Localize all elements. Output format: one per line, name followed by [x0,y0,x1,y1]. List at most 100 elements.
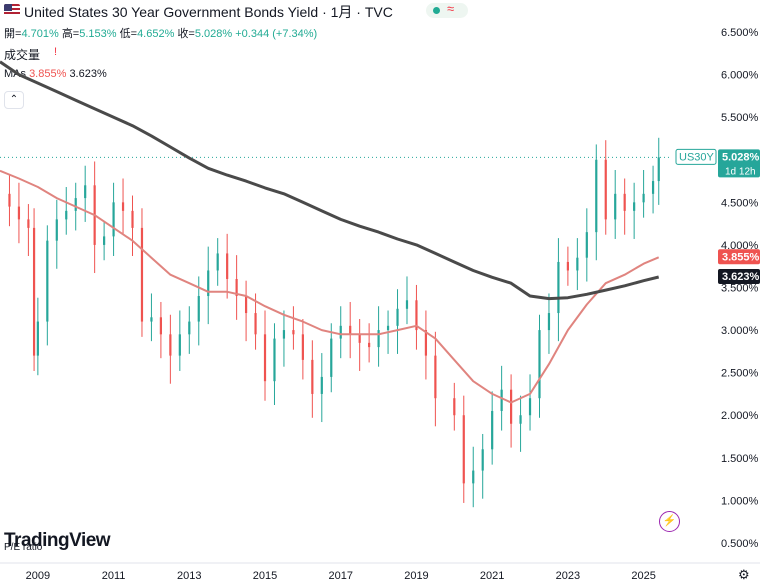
candle-body [65,210,68,220]
candle-body [74,198,77,211]
y-tick-label: 3.000% [721,325,759,337]
y-tick-label: 4.500% [721,197,759,209]
candle-body [585,232,588,258]
bar-countdown: 1d 12h [725,166,756,177]
candle-body [434,355,437,399]
candle-body [216,253,219,271]
candle-body [32,227,36,356]
candle-body [657,157,660,182]
candle-body [17,206,21,220]
collapse-legend-button[interactable]: ⌃ [4,91,24,109]
candle-body [46,240,49,322]
candle-body [188,321,191,335]
candle-body [273,338,276,382]
y-tick-label: 0.500% [721,538,759,550]
market-status-pill[interactable] [426,3,468,18]
candle-series [8,137,660,508]
y-tick-label: 6.500% [721,27,759,39]
candle-body [415,300,418,331]
candle-body [301,334,304,360]
high-value: 5.153% [79,28,117,40]
ma-price-tag-box [718,269,760,285]
candle-body [576,257,579,271]
x-tick-label: 2025 [631,570,655,582]
candle-body [491,410,494,450]
candle-body [178,334,181,356]
ma-price-tag-value: 3.855% [722,251,760,263]
open-label: 開= [4,28,22,40]
high-label: 高= [61,28,80,40]
symbol-title[interactable]: United States 30 Year Government Bonds Y… [24,4,393,20]
candle-body [642,193,645,203]
candle-body [197,296,200,322]
x-tick-label: 2013 [177,570,201,582]
candle-body [386,325,390,331]
last-price-tag-value: 5.028% [722,151,760,163]
y-tick-label: 2.500% [721,368,759,380]
candle-body [150,317,153,322]
candle-body [614,193,617,220]
candle-body [36,321,39,356]
x-tick-label: 2015 [253,570,277,582]
candle-body [207,270,210,297]
candle-body [169,334,172,356]
candle-body [159,317,163,335]
candle-body [27,219,30,228]
candle-body [462,415,465,484]
candle-body [121,202,125,211]
change-value: +0.344 (+7.34%) [235,28,318,40]
candle-body [103,236,106,245]
settings-gear-icon[interactable]: ⚙ [738,567,750,582]
x-tick-label: 2021 [480,570,504,582]
candle-body [538,330,541,399]
chart-header: United States 30 Year Government Bonds Y… [0,0,720,109]
ma2-value: 3.623% [69,68,107,80]
y-tick-label: 3.500% [721,283,759,295]
y-tick-label: 1.500% [721,453,759,465]
last-price-tag-box [718,149,760,178]
y-tick-label: 5.500% [721,112,759,124]
candle-body [604,159,607,220]
y-axis: 6.500%6.000%5.500%5.000%4.500%4.000%3.50… [721,27,759,550]
low-label: 低= [119,28,138,40]
candle-body [557,261,560,314]
candle-body [244,296,248,314]
close-value: 5.028% [194,28,233,40]
ma-price-tag-box [718,249,760,265]
x-tick-label: 2009 [26,570,50,582]
ma-price-tag-value: 3.623% [722,271,760,283]
candle-body [405,300,409,309]
x-axis: 2009 2011 2013 2015 2017 2019 2021 2023 2025 [0,562,760,582]
candle-body [235,278,238,297]
candle-body [368,342,371,348]
mas-label: MAs [4,68,26,80]
candle-body [453,398,456,416]
candle-body [358,334,361,343]
candle-body [8,193,11,207]
candle-body [500,389,503,411]
candle-body [55,219,58,241]
price-tags: US30Y 5.028% 1d 12h 3.855% 3.623% [675,148,760,285]
candle-body [263,334,267,382]
pe-ratio-label[interactable]: P/E ratio [4,542,43,553]
candle-body [595,159,598,233]
tradingview-logo-text: TradingView [4,530,111,551]
delayed-data-icon: ≈ [447,1,455,16]
candle-body [623,193,626,211]
x-tick-label: 2019 [404,570,428,582]
us-flag-icon [4,4,20,16]
close-label: 收= [177,28,195,40]
candle-body [377,330,380,348]
candle-body [509,389,513,424]
flash-icon[interactable]: ⚡ [659,511,680,532]
volume-label[interactable]: 成交量 [4,48,41,62]
ma1-value: 3.855% [29,68,67,80]
y-tick-label: 2.000% [721,410,759,422]
candle-body [651,181,655,194]
volume-warning-icon[interactable]: ! [54,46,58,58]
candle-body [292,330,295,335]
tradingview-logo[interactable]: TradingView [4,530,111,552]
candle-body [320,376,323,394]
moving-averages-legend[interactable]: MAs 3.855% 3.623% [4,68,107,80]
